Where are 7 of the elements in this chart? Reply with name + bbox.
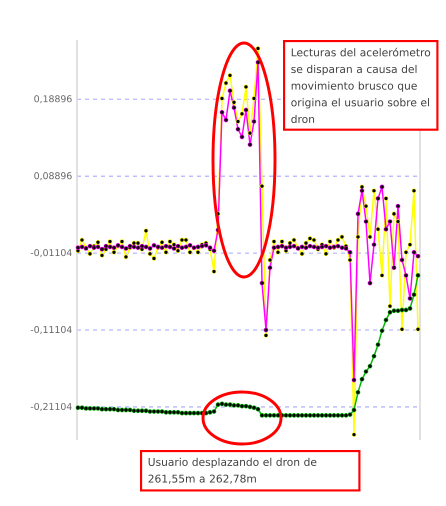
y-tick-label: -0,21104 [30, 402, 72, 411]
y-tick-label: 0,08896 [34, 172, 72, 180]
y-tick-label: -0,11104 [30, 326, 72, 334]
y-tick-label: 0,18896 [34, 95, 72, 104]
y-tick-label: -0,01104 [30, 249, 72, 258]
text: Usuario desplazando el dron de 261,55m a 262,78m [148, 458, 316, 484]
annotation: Lecturas del acelerómetro se disparan a causa del movimiento brusco que origina el usuario sobre el dron [291, 48, 430, 124]
